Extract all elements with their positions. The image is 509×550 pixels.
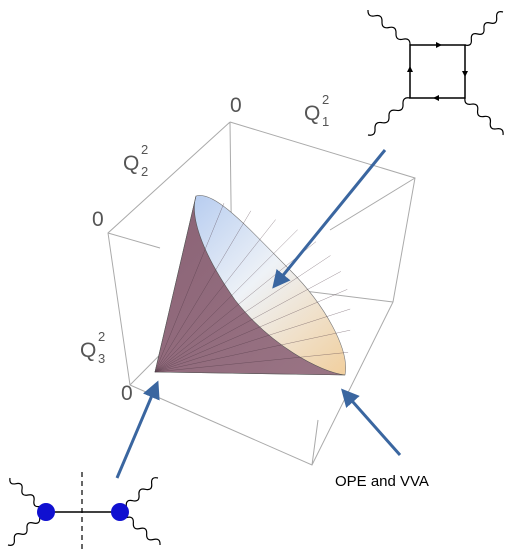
origin-label: 0 — [92, 208, 104, 231]
photon-line — [368, 98, 410, 135]
arrow — [345, 393, 400, 455]
origin-label: 0 — [230, 94, 242, 117]
axis-label-sup: 2 — [141, 142, 148, 157]
origin-label: 0 — [121, 382, 133, 405]
axis-label: Q — [123, 152, 139, 175]
cone-surface — [155, 195, 350, 375]
axis-label-sup: 2 — [322, 92, 329, 107]
axis-label-sub: 3 — [98, 351, 105, 366]
photon-line — [368, 10, 410, 45]
axis-label-sub: 1 — [322, 114, 329, 129]
annotation: OPE and VVA — [335, 473, 429, 490]
axis-label: Q — [304, 102, 320, 125]
axis-label-sup: 2 — [98, 329, 105, 344]
photon-line — [465, 98, 503, 135]
axis-label: Q — [80, 339, 96, 362]
pole-diagram — [8, 472, 160, 550]
axis-label-sub: 2 — [141, 164, 148, 179]
box-diagram — [368, 10, 503, 135]
arrow — [276, 150, 385, 284]
photon-line — [465, 12, 503, 46]
figure: 0 0 0 Q 2 1 Q 2 2 Q 2 3 OPE and VVA — [0, 0, 509, 550]
